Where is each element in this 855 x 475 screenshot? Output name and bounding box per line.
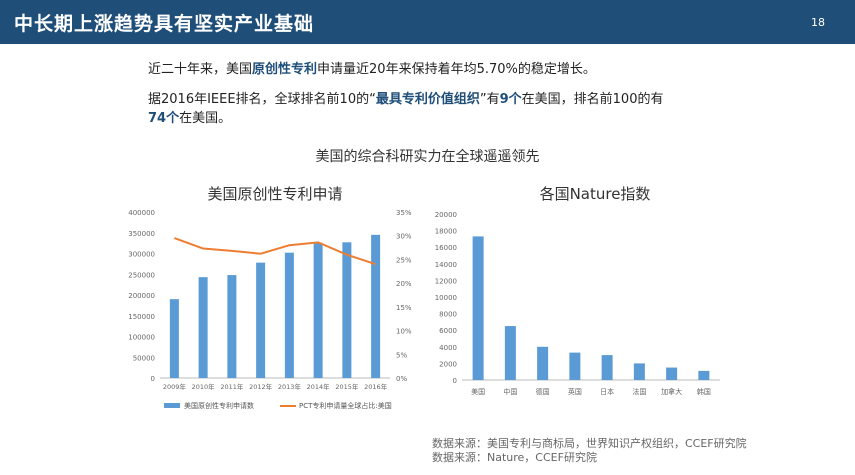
source-line-1: 数据来源：美国专利与商标局，世界知识产权组织，CCEF研究院 xyxy=(432,437,747,450)
chart2-bar xyxy=(472,236,484,380)
paragraph1-suffix: 申请量近20年来保持着年均5.70%的稳定增长。 xyxy=(317,62,596,77)
paragraph2-prefix: 据2016年IEEE排名，全球排名前10的“ xyxy=(148,92,376,107)
paragraph2-middle1: ”有 xyxy=(479,92,500,107)
chart1-bar xyxy=(227,275,237,378)
chart1-x-tick: 2015年 xyxy=(335,382,359,391)
chart1-bar xyxy=(169,299,179,378)
chart2-y-tick: 4000 xyxy=(439,344,457,352)
chart2-x-tick: 德国 xyxy=(536,387,550,396)
chart1-x-tick: 2009年 xyxy=(163,382,187,391)
data-sources: 数据来源：美国专利与商标局，世界知识产权组织，CCEF研究院 数据来源：Natu… xyxy=(432,437,747,465)
chart1-x-tick: 2013年 xyxy=(278,382,302,391)
slide-header: 中长期上涨趋势具有坚实产业基础 18 xyxy=(0,0,855,44)
chart1-y-tick: 50000 xyxy=(133,354,155,362)
chart1-y-tick: 200000 xyxy=(128,292,155,300)
chart2-bar xyxy=(666,367,678,380)
chart1-y2-tick: 10% xyxy=(396,328,412,336)
chart1-x-tick: 2014年 xyxy=(307,382,331,391)
chart1-y-tick: 300000 xyxy=(128,251,155,259)
chart2-y-tick: 18000 xyxy=(435,228,457,236)
chart2-y-tick: 12000 xyxy=(435,277,457,285)
chart2-x-tick: 美国 xyxy=(471,387,485,396)
paragraph2-highlight3: 74个 xyxy=(148,111,180,126)
source-line-2: 数据来源：Nature，CCEF研究院 xyxy=(432,451,597,464)
chart2-x-tick: 英国 xyxy=(568,387,582,396)
chart1-bar xyxy=(313,242,323,378)
paragraph-ieee: 据2016年IEEE排名，全球排名前10的“最具专利价值组织”有9个在美国，排名… xyxy=(148,90,708,128)
chart2-y-tick: 8000 xyxy=(439,311,457,319)
page-number: 18 xyxy=(811,15,825,29)
chart2-title: 各国Nature指数 xyxy=(539,185,651,203)
chart1-y2-tick: 25% xyxy=(396,256,412,264)
paragraph-growth: 近二十年来，美国原创性专利申请量近20年来保持着年均5.70%的稳定增长。 xyxy=(148,60,596,79)
chart2-bar xyxy=(633,363,645,380)
paragraph2-highlight1: 最具专利价值组织 xyxy=(375,92,480,107)
chart2-x-tick: 中国 xyxy=(503,387,517,396)
slide-title: 中长期上涨趋势具有坚实产业基础 xyxy=(14,12,315,35)
chart1-x-tick: 2016年 xyxy=(364,382,388,391)
chart1-y2-tick: 5% xyxy=(396,351,407,359)
chart2-bar xyxy=(537,346,549,380)
chart2-bar xyxy=(698,370,710,380)
chart1-bar xyxy=(284,252,294,378)
chart2-y-tick: 20000 xyxy=(435,211,457,219)
chart1-legend-bar-swatch xyxy=(164,403,180,408)
chart1-bar xyxy=(371,234,381,378)
chart1-y-tick: 250000 xyxy=(128,271,155,279)
chart1-y-tick: 400000 xyxy=(128,209,155,217)
chart1-y-tick: 150000 xyxy=(128,313,155,321)
chart1-pct-line xyxy=(174,237,376,266)
paragraph2-middle2: 在美国，排名前100的有 xyxy=(521,92,664,107)
chart1-x-tick: 2011年 xyxy=(220,382,244,391)
chart1-y2-tick: 35% xyxy=(396,209,412,217)
paragraph1-highlight: 原创性专利 xyxy=(252,62,318,77)
chart1-x-tick: 2012年 xyxy=(249,382,273,391)
chart1-y2-tick: 15% xyxy=(396,304,412,312)
chart1-legend-line-label: PCT专利申请量全球占比:美国 xyxy=(299,401,392,410)
chart1-y-tick: 100000 xyxy=(128,334,155,342)
chart1-y-tick: 0 xyxy=(151,375,155,383)
chart2-x-tick: 加拿大 xyxy=(661,387,682,396)
chart1-bar xyxy=(256,262,266,378)
chart1-y2-tick: 30% xyxy=(396,233,412,241)
chart2-y-tick: 0 xyxy=(453,377,457,385)
chart1-y2-tick: 0% xyxy=(396,375,407,383)
chart2-bar xyxy=(601,355,613,380)
paragraph2-suffix: 在美国。 xyxy=(179,111,232,126)
paragraph2-highlight2: 9个 xyxy=(499,92,522,107)
chart2-x-tick: 日本 xyxy=(600,387,614,396)
section-title: 美国的综合科研实力在全球遥遥领先 xyxy=(315,149,540,165)
chart2-bar xyxy=(569,352,581,380)
chart2-y-tick: 16000 xyxy=(435,244,457,252)
chart1-bar xyxy=(342,242,352,378)
chart2-y-tick: 10000 xyxy=(435,294,457,302)
chart2-y-tick: 2000 xyxy=(439,360,457,368)
chart1-title: 美国原创性专利申请 xyxy=(207,185,343,203)
chart2-bar xyxy=(504,326,516,380)
chart1-y2-tick: 20% xyxy=(396,280,412,288)
paragraph1-prefix: 近二十年来，美国 xyxy=(148,62,253,77)
chart1-y-tick: 350000 xyxy=(128,230,155,238)
chart2-x-tick: 韩国 xyxy=(697,387,711,396)
chart1-legend-bar-label: 美国原创性专利申请数 xyxy=(184,401,254,410)
chart2-x-tick: 法国 xyxy=(632,387,646,396)
chart2-y-tick: 6000 xyxy=(439,327,457,335)
chart1-bar xyxy=(198,277,208,378)
chart1-x-tick: 2010年 xyxy=(192,382,216,391)
chart2-y-tick: 14000 xyxy=(435,261,457,269)
